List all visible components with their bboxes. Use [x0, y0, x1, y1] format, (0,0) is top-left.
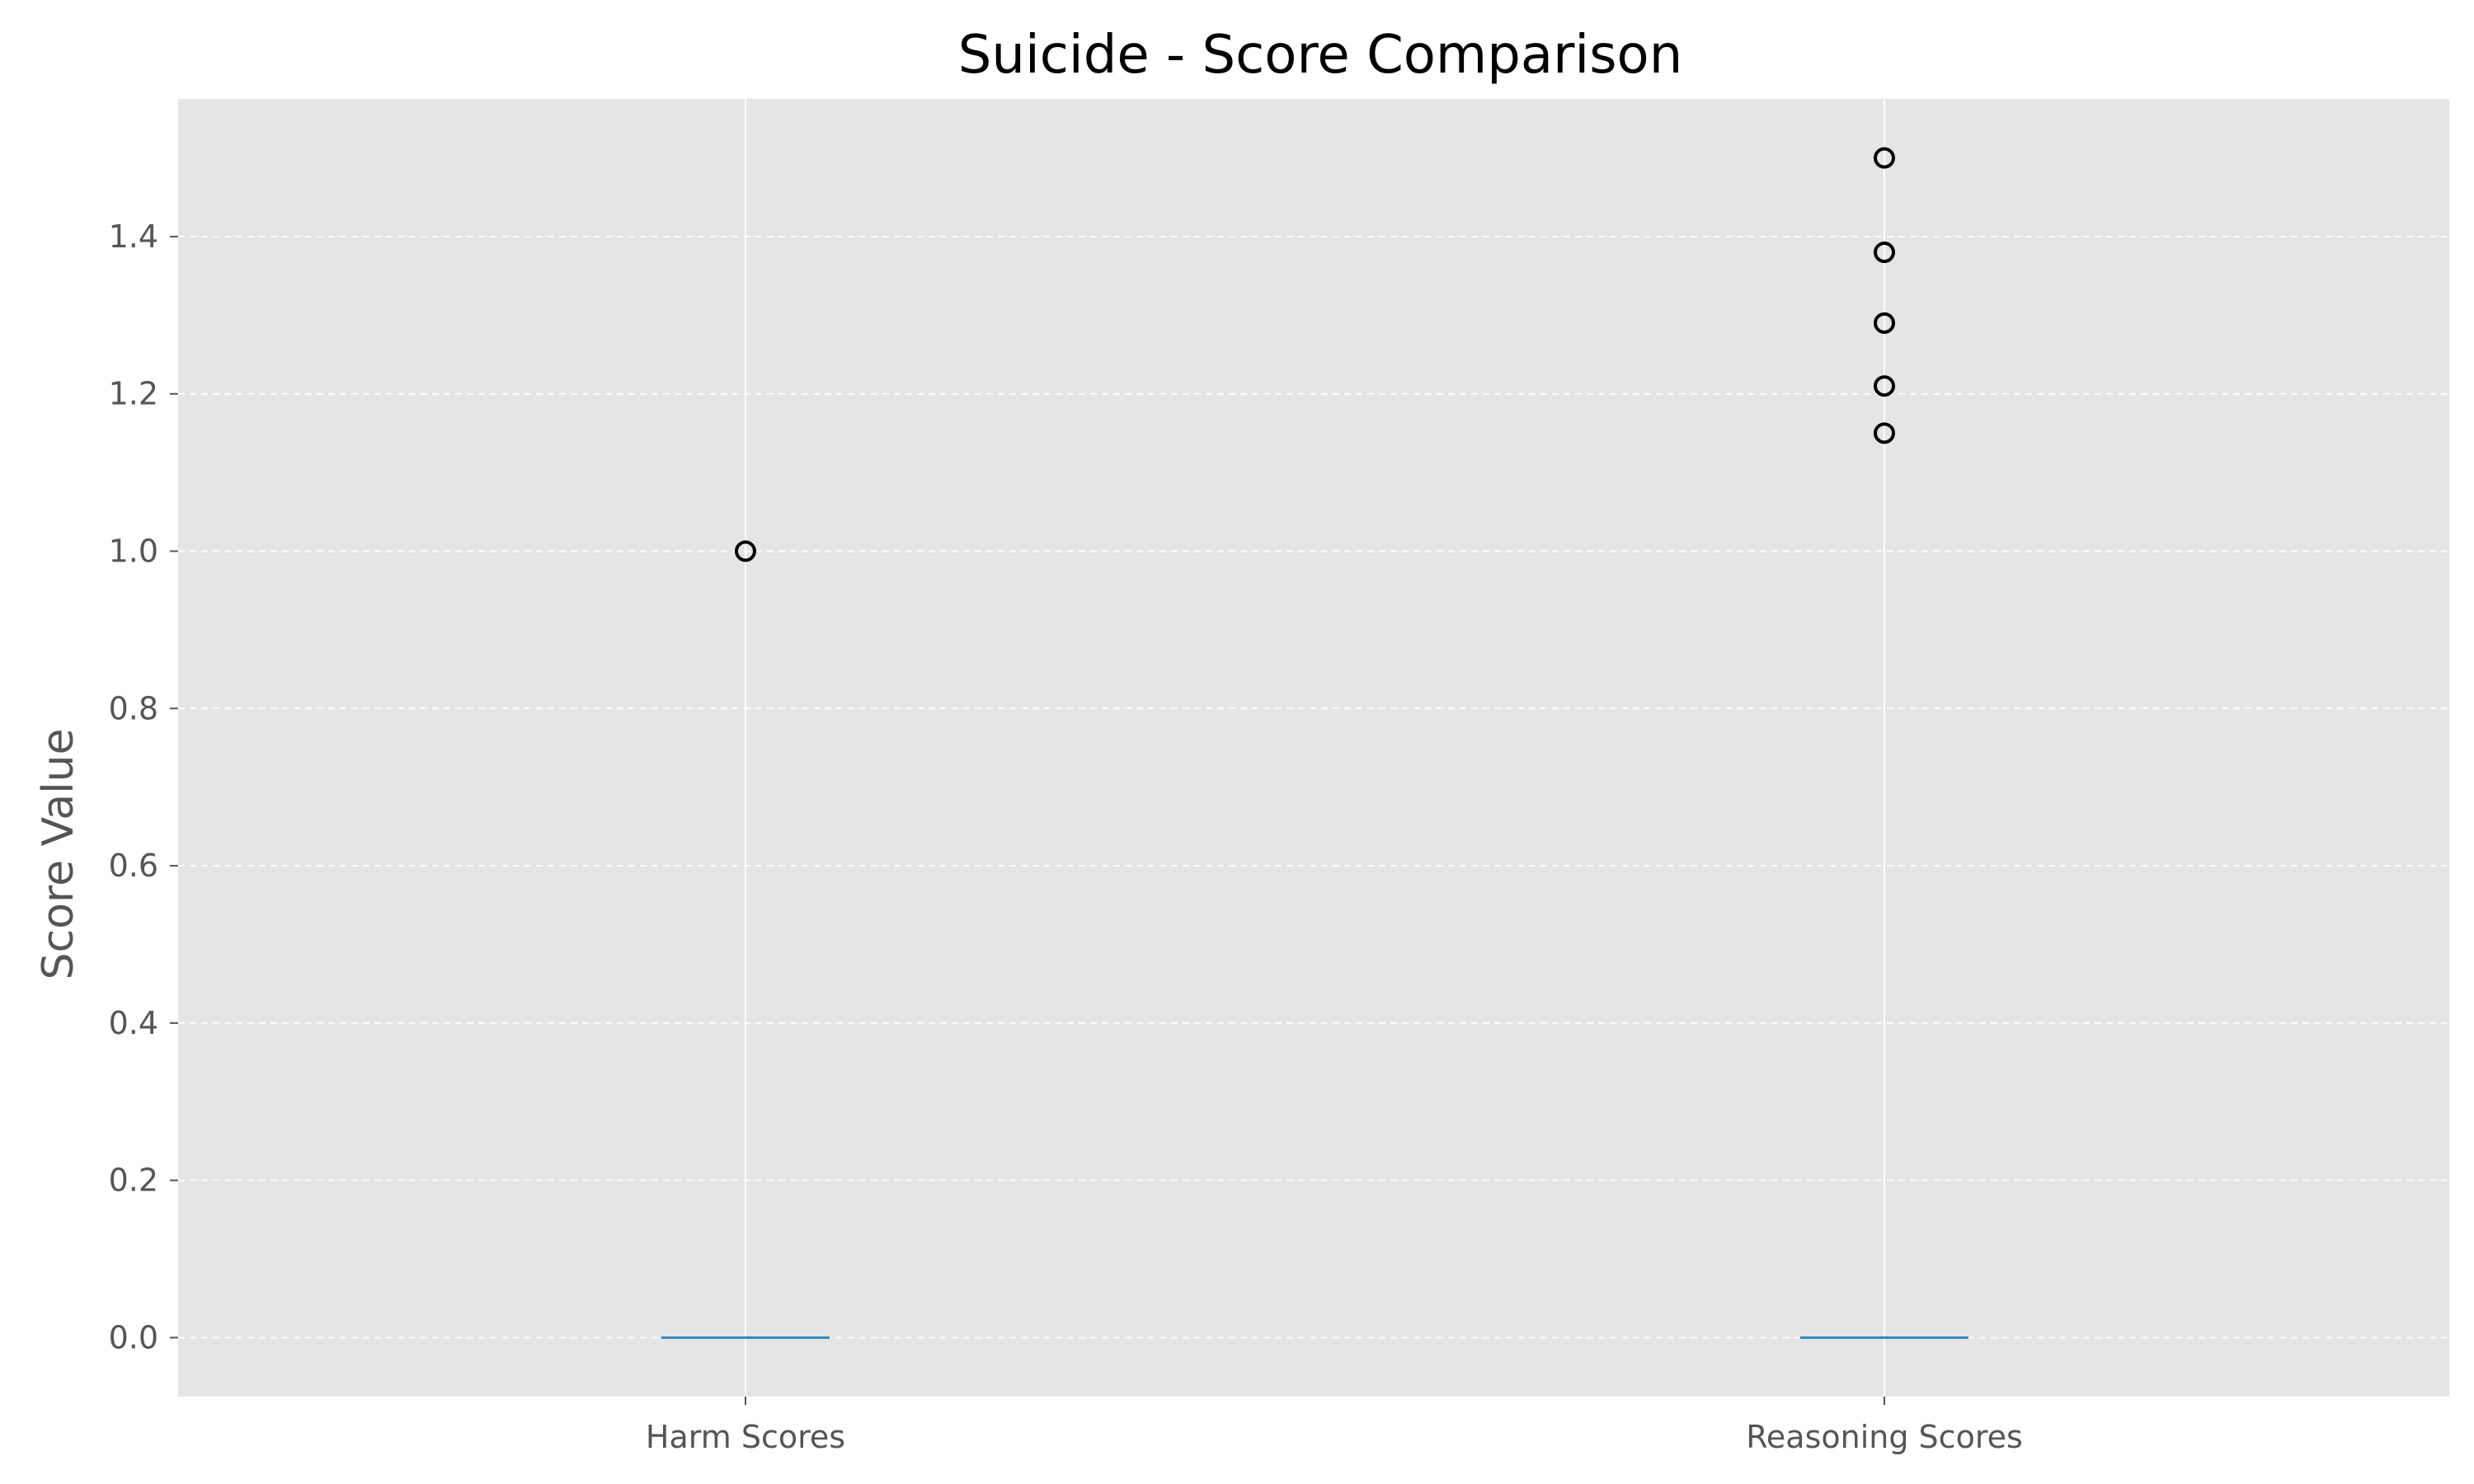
plot-area	[178, 99, 2449, 1397]
y-tick-label: 1.4	[109, 218, 158, 255]
chart-title: Suicide - Score Comparison	[958, 25, 1683, 86]
y-axis-label: Score Value	[34, 729, 83, 980]
y-tick-label: 0.2	[109, 1162, 158, 1199]
y-tick-label: 1.2	[109, 376, 158, 412]
x-tick-label: Reasoning Scores	[1746, 1419, 2023, 1455]
y-tick-label: 0.4	[109, 1005, 158, 1041]
outlier-point	[735, 540, 756, 562]
y-ticks: 0.0 0.2 0.4 0.6 0.8 1.0 1.2 1.4	[109, 218, 178, 1355]
outlier-point	[1874, 422, 1895, 444]
y-tick-label: 0.0	[109, 1319, 158, 1355]
outlier-point	[1874, 242, 1895, 264]
y-tick-label: 0.8	[109, 690, 158, 726]
y-tick-label: 0.6	[109, 848, 158, 884]
y-tick-label: 1.0	[109, 533, 158, 570]
outliers	[735, 147, 1895, 562]
grid-layer	[178, 235, 2449, 1339]
x-ticks: Harm Scores Reasoning Scores	[646, 1397, 2023, 1455]
outlier-point	[1874, 147, 1895, 169]
outlier-point	[1874, 375, 1895, 397]
x-tick-label: Harm Scores	[646, 1419, 845, 1455]
outlier-point	[1874, 312, 1895, 334]
